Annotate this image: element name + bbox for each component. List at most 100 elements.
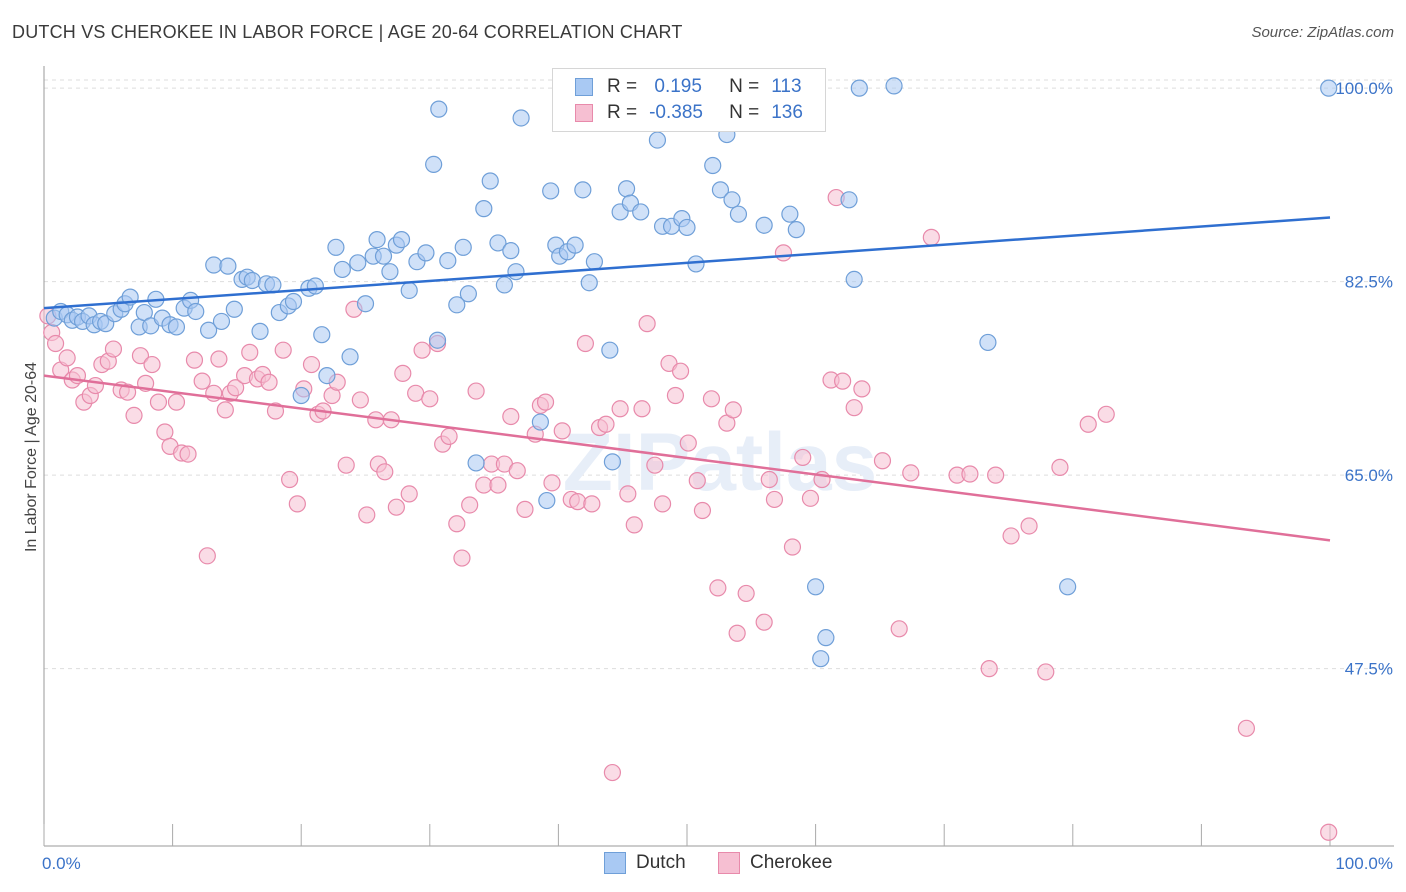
dutch-point-62 [459, 285, 477, 303]
cherokee-point-25 [185, 351, 204, 369]
dutch-point-28 [225, 300, 243, 318]
cherokee-point-94 [653, 495, 672, 513]
cherokee-point-108 [760, 470, 778, 489]
dutch-point-53 [392, 230, 411, 249]
cherokee-point-67 [461, 496, 479, 514]
legend-item-cherokee: Cherokee [718, 852, 832, 874]
dutch-point-101 [787, 221, 805, 239]
cherokee-points [39, 188, 1338, 841]
dutch-point-59 [439, 252, 457, 270]
dutch-point-100 [781, 205, 799, 223]
cherokee-point-106 [737, 584, 755, 603]
cherokee-point-74 [508, 462, 526, 480]
cherokee-point-109 [765, 490, 784, 509]
cherokee-point-2 [46, 334, 65, 353]
dutch-point-107 [850, 79, 868, 97]
dutch-point-106 [845, 270, 863, 289]
cherokee-point-91 [633, 400, 651, 418]
series-legend: Dutch Cherokee [0, 852, 1406, 878]
tick-labels: 47.5% 65.0% 82.5% 100.0% 0.0% 100.0% [42, 79, 1393, 873]
dutch-point-43 [327, 238, 345, 256]
dutch-point-111 [1320, 79, 1338, 97]
cherokee-point-122 [902, 464, 920, 482]
dutch-point-94 [704, 156, 722, 175]
cherokee-point-123 [922, 228, 940, 246]
cherokee-point-18 [143, 355, 161, 374]
cherokee-point-93 [646, 456, 664, 474]
cherokee-point-101 [702, 390, 721, 408]
cherokee-point-92 [638, 315, 656, 333]
dutch-point-81 [601, 341, 619, 359]
cherokee-point-14 [118, 383, 137, 401]
dutch-point-79 [580, 274, 598, 292]
dutch-point-103 [812, 650, 830, 668]
dutch-point-71 [531, 413, 549, 431]
dutch-point-105 [840, 191, 858, 209]
cherokee-point-64 [440, 427, 458, 446]
dutch-r-label: R = [607, 76, 638, 97]
dutch-point-65 [481, 172, 499, 190]
dutch-point-41 [313, 326, 331, 344]
trend-lines [43, 216, 1331, 542]
cherokee-point-41 [288, 495, 306, 513]
cherokee-point-133 [1097, 405, 1115, 423]
dutch-point-99 [755, 216, 773, 234]
cherokee-point-19 [149, 393, 168, 411]
dutch-point-58 [428, 331, 447, 349]
dutch-point-73 [542, 182, 560, 200]
dutch-point-66 [489, 234, 507, 252]
cherokee-point-96 [666, 386, 685, 405]
dutch-point-84 [617, 180, 636, 198]
axes [43, 66, 1394, 847]
dutch-point-23 [187, 302, 205, 321]
dutch-point-24 [200, 321, 218, 339]
cherokee-point-66 [453, 549, 471, 567]
cherokee-point-68 [467, 382, 485, 400]
cherokee-point-65 [448, 515, 466, 533]
dutch-point-42 [318, 367, 336, 385]
cherokee-legend-label: Cherokee [750, 852, 833, 873]
cherokee-point-131 [1051, 458, 1069, 476]
dutch-point-20 [167, 318, 186, 336]
cherokee-point-127 [987, 466, 1005, 484]
dutch-point-60 [448, 296, 466, 314]
cherokee-r-value: -0.385 [649, 102, 703, 123]
cherokee-point-20 [156, 423, 174, 441]
cherokee-point-129 [1020, 517, 1038, 535]
cherokee-point-111 [783, 538, 802, 556]
cherokee-point-32 [227, 379, 245, 397]
dutch-point-82 [603, 453, 622, 471]
cherokee-point-50 [351, 391, 369, 409]
cherokee-point-29 [210, 350, 228, 368]
dutch-points [45, 77, 1338, 668]
cherokee-point-30 [216, 401, 234, 419]
dutch-point-72 [538, 491, 556, 510]
cherokee-point-37 [260, 373, 278, 391]
cherokee-point-117 [834, 372, 852, 390]
cherokee-n-label: N = [729, 102, 760, 123]
dutch-point-92 [687, 255, 705, 273]
cherokee-point-82 [569, 493, 587, 511]
dutch-point-40 [306, 277, 324, 295]
dutch-point-112 [430, 100, 448, 118]
dutch-point-49 [368, 230, 386, 249]
dutch-point-95 [711, 181, 730, 199]
dutch-point-26 [212, 312, 231, 331]
cherokee-point-48 [337, 456, 355, 474]
cherokee-point-135 [1320, 823, 1338, 841]
dutch-point-78 [574, 181, 592, 199]
dutch-point-57 [425, 155, 443, 174]
dutch-point-31 [243, 271, 261, 290]
cherokee-point-15 [125, 406, 143, 425]
source-label: Source: ZipAtlas.com [1251, 24, 1394, 41]
dutch-point-51 [381, 263, 399, 281]
cherokee-point-110 [774, 244, 793, 262]
dutch-legend-label: Dutch [636, 852, 686, 873]
dutch-point-87 [648, 131, 667, 149]
cherokee-point-104 [724, 401, 742, 419]
dutch-point-102 [806, 578, 825, 596]
cherokee-point-24 [179, 445, 197, 463]
dutch-point-70 [512, 109, 530, 127]
legend-row-cherokee: R = -0.385 N = 136 [575, 101, 803, 125]
